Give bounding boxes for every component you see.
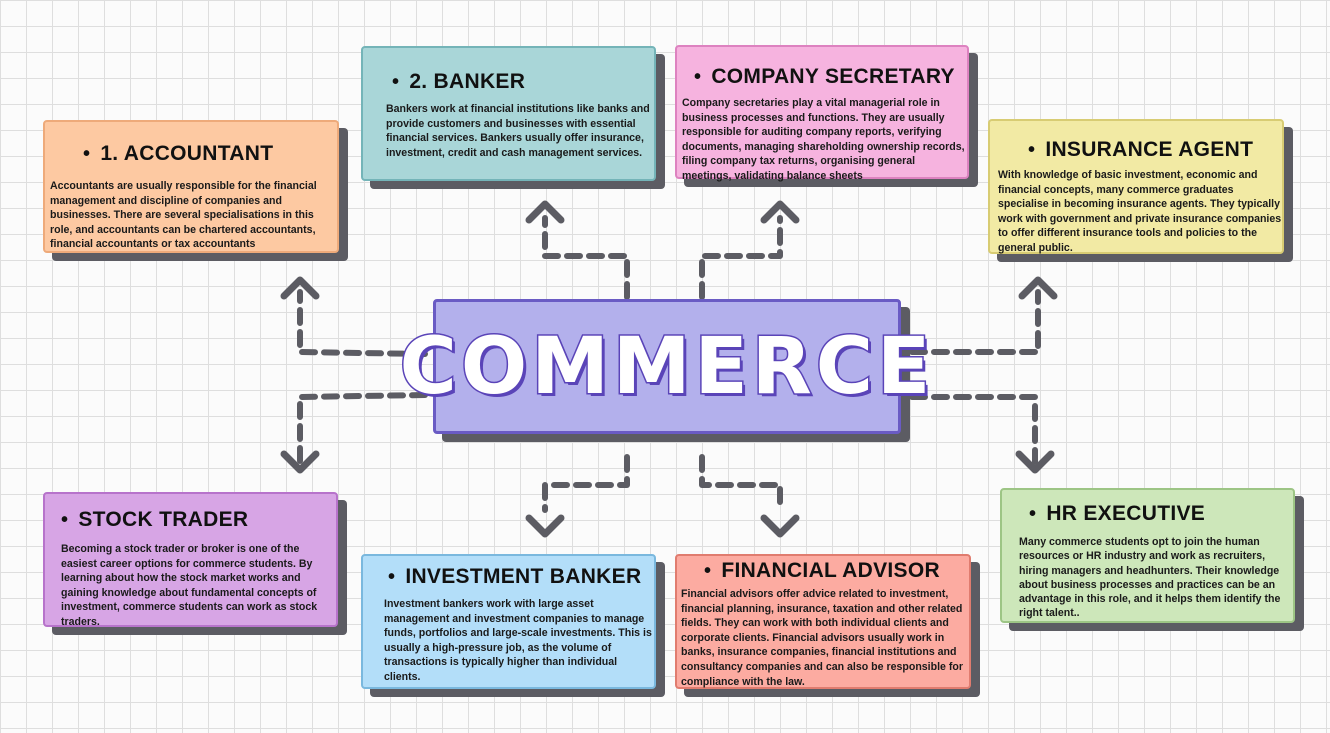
arrowhead-hr-executive xyxy=(1015,450,1055,474)
bullet-icon: • xyxy=(388,566,396,588)
hr-executive-title: • HR EXECUTIVE xyxy=(1029,502,1206,525)
banker-description: Bankers work at financial institutions l… xyxy=(386,103,650,159)
card-financial-advisor: • FINANCIAL ADVISOR Financial advisors of… xyxy=(675,554,971,689)
bullet-icon: • xyxy=(83,143,91,165)
insurance-agent-description: With knowledge of basic investment, econ… xyxy=(998,169,1282,254)
accountant-description: Accountants are usually responsible for … xyxy=(50,180,317,251)
arrowhead-financial-advisor xyxy=(760,514,800,538)
arrowhead-stock-trader xyxy=(280,450,320,474)
arrow-to-company-secretary xyxy=(699,215,783,300)
card-hr-executive: • HR EXECUTIVE Many commerce students opt… xyxy=(1000,488,1295,623)
arrow-to-banker xyxy=(542,215,630,300)
arrowhead-insurance-agent xyxy=(1018,276,1058,300)
card-company-secretary: • COMPANY SECRETARY Company secretaries p… xyxy=(675,45,969,182)
card-stock-trader: • STOCK TRADER Becoming a stock trader or… xyxy=(43,492,338,628)
arrow-to-stock-trader xyxy=(297,392,428,465)
bullet-icon: • xyxy=(61,509,69,531)
card-investment-banker: • INVESTMENT BANKER Investment bankers wo… xyxy=(361,554,656,689)
stock-trader-title: • STOCK TRADER xyxy=(61,508,249,531)
arrowhead-investment-banker xyxy=(525,514,565,538)
investment-banker-description: Investment bankers work with large asset… xyxy=(384,598,652,683)
bullet-icon: • xyxy=(1028,139,1036,161)
arrowhead-accountant xyxy=(280,276,320,300)
card-accountant: • 1. ACCOUNTANT Accountants are usually r… xyxy=(43,120,339,253)
arrowhead-banker xyxy=(525,200,565,224)
banker-title: • 2. BANKER xyxy=(392,70,526,93)
card-insurance-agent: • INSURANCE AGENT With knowledge of basic… xyxy=(988,119,1284,254)
company-secretary-title: • COMPANY SECRETARY xyxy=(694,65,955,88)
bullet-icon: • xyxy=(694,66,702,88)
arrowhead-company-secretary xyxy=(760,200,800,224)
commerce-center-box: COMMERCE xyxy=(398,299,932,434)
hr-executive-description: Many commerce students opt to join the h… xyxy=(1019,536,1281,620)
investment-banker-title: • INVESTMENT BANKER xyxy=(388,565,642,588)
financial-advisor-description: Financial advisors offer advice related … xyxy=(681,588,963,688)
financial-advisor-title: • FINANCIAL ADVISOR xyxy=(704,559,940,582)
company-secretary-description: Company secretaries play a vital manager… xyxy=(682,97,965,182)
arrow-to-financial-advisor xyxy=(699,454,783,513)
arrow-to-accountant xyxy=(297,289,428,357)
arrow-to-hr-executive xyxy=(909,394,1038,465)
bullet-icon: • xyxy=(1029,503,1037,525)
insurance-agent-title: • INSURANCE AGENT xyxy=(1028,138,1254,161)
accountant-title: • 1. ACCOUNTANT xyxy=(83,142,274,165)
bullet-icon: • xyxy=(704,560,712,582)
arrow-to-insurance-agent xyxy=(909,289,1041,355)
commerce-title: COMMERCE xyxy=(398,320,935,413)
card-banker: • 2. BANKER Bankers work at financial ins… xyxy=(361,46,656,181)
stock-trader-description: Becoming a stock trader or broker is one… xyxy=(61,543,318,628)
bullet-icon: • xyxy=(392,71,400,93)
arrow-to-investment-banker xyxy=(542,454,630,513)
